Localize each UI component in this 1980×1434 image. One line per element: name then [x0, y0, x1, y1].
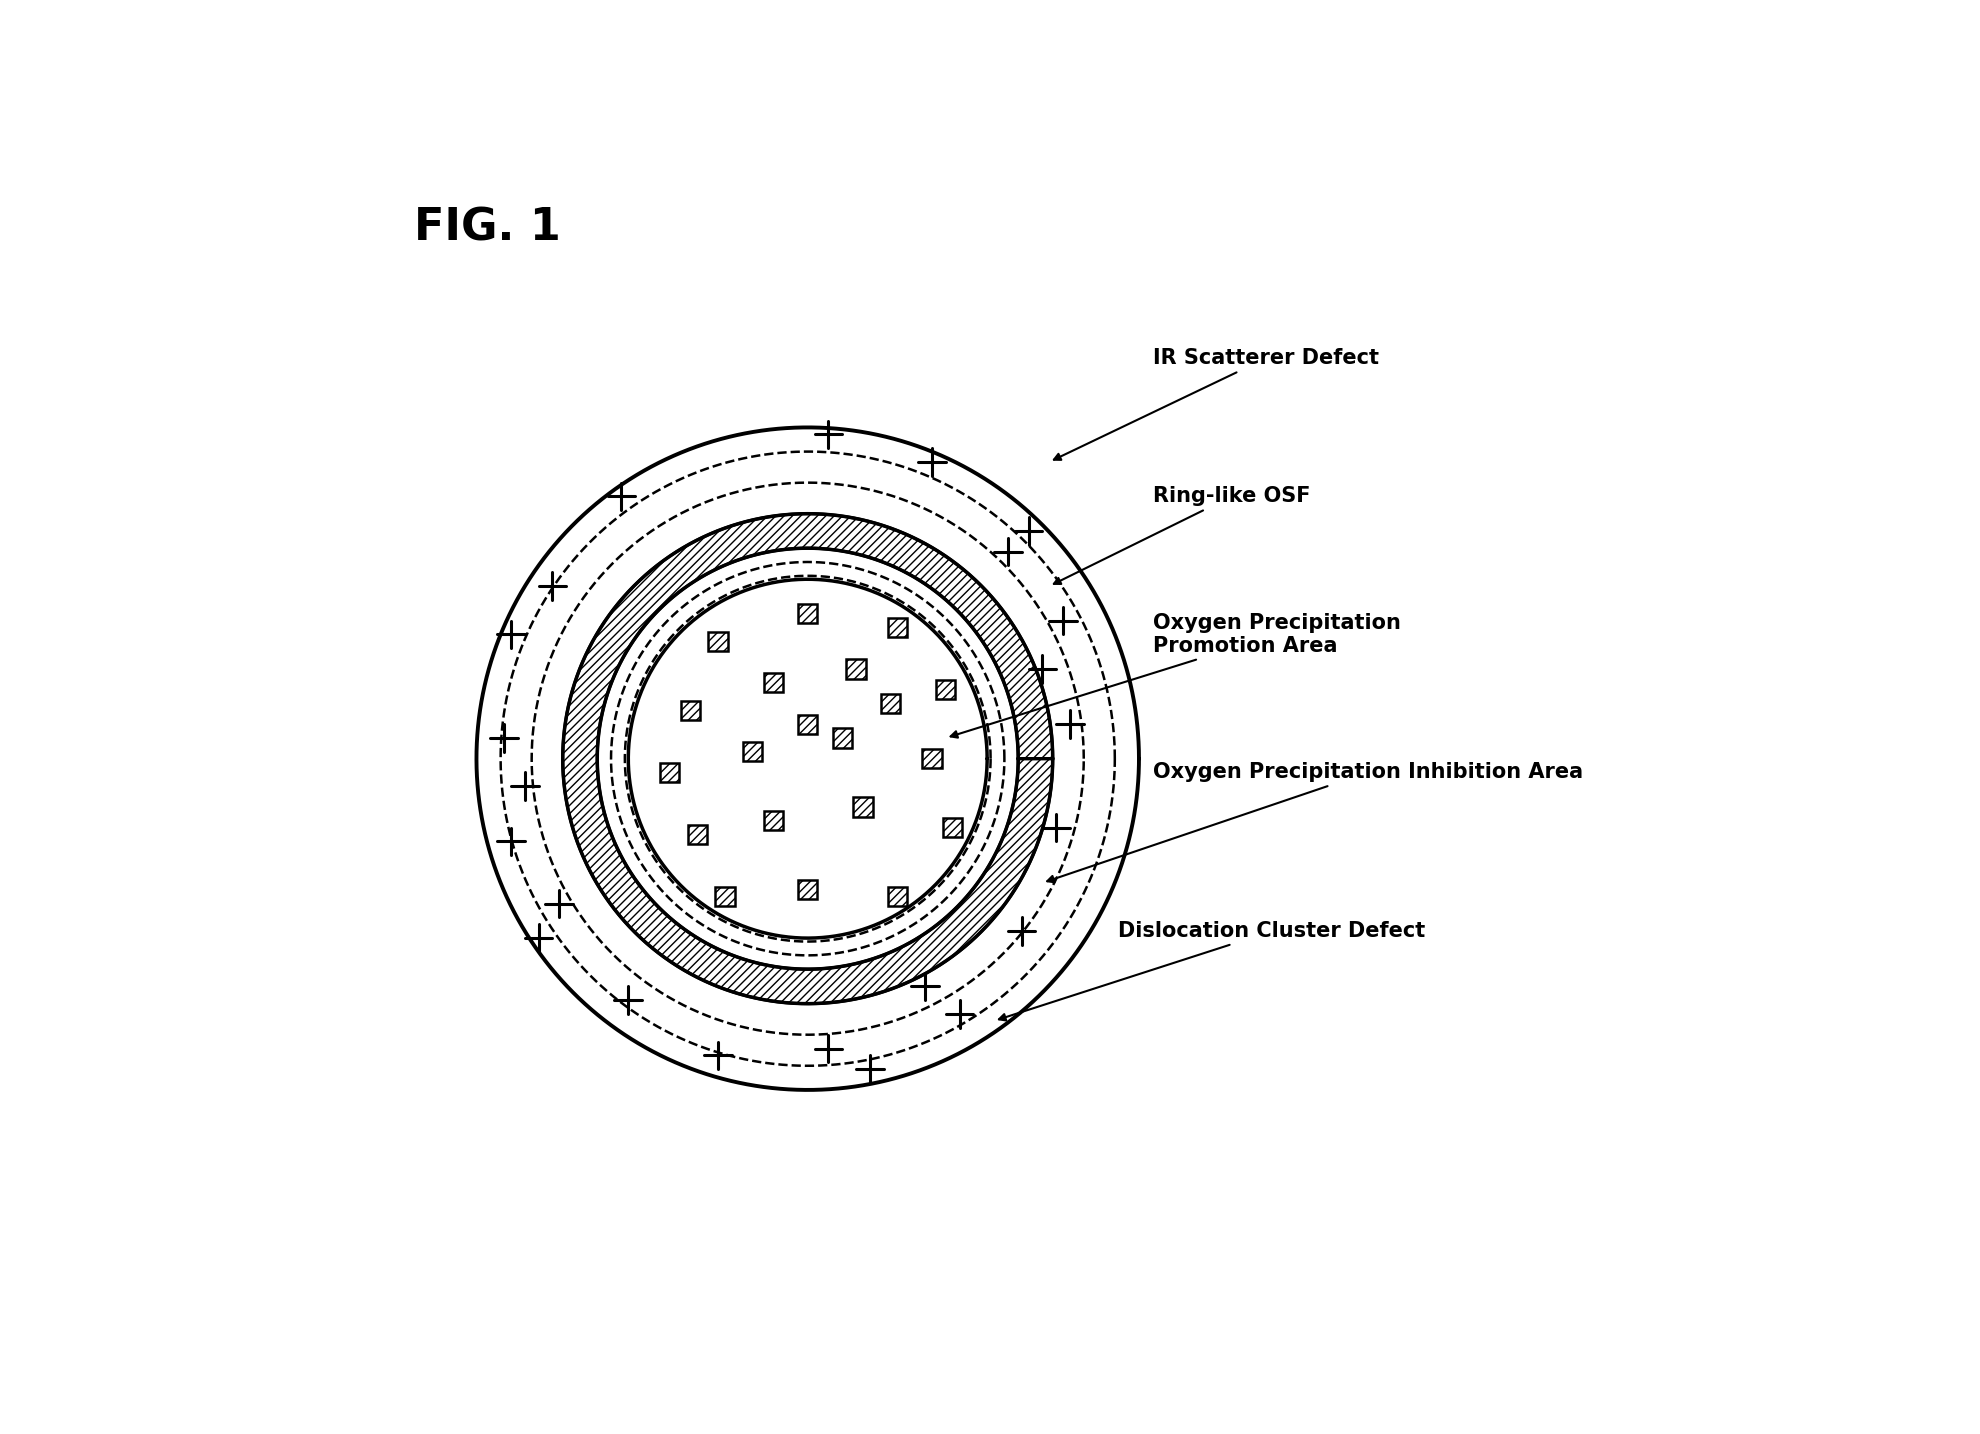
Text: IR Scatterer Defect: IR Scatterer Defect [1053, 348, 1378, 460]
Bar [881, 694, 901, 713]
Bar [715, 888, 735, 906]
Text: Ring-like OSF: Ring-like OSF [1053, 486, 1311, 584]
Polygon shape [562, 513, 1053, 1004]
Bar [832, 728, 851, 747]
Bar [832, 728, 851, 747]
Bar [845, 660, 865, 678]
Bar [923, 749, 942, 769]
Bar [937, 680, 956, 700]
Bar [853, 797, 873, 816]
Bar [687, 825, 707, 845]
Bar [798, 604, 818, 624]
Bar [937, 680, 956, 700]
Bar [942, 817, 962, 837]
Bar [742, 743, 762, 761]
Bar [764, 812, 782, 830]
Text: Dislocation Cluster Defect: Dislocation Cluster Defect [998, 921, 1426, 1021]
Bar [798, 714, 818, 734]
Bar [887, 618, 907, 637]
Bar [798, 880, 818, 899]
Bar [798, 880, 818, 899]
Bar [715, 888, 735, 906]
Bar [659, 763, 679, 782]
Bar [853, 797, 873, 816]
Bar [709, 632, 729, 651]
Bar [923, 749, 942, 769]
Circle shape [628, 579, 988, 938]
Bar [764, 812, 782, 830]
Bar [687, 825, 707, 845]
Bar [887, 618, 907, 637]
Text: Oxygen Precipitation Inhibition Area: Oxygen Precipitation Inhibition Area [1047, 763, 1582, 882]
Bar [798, 714, 818, 734]
Bar [887, 888, 907, 906]
Bar [742, 743, 762, 761]
Bar [764, 673, 782, 693]
Polygon shape [477, 427, 1138, 1090]
Text: FIG. 1: FIG. 1 [414, 206, 560, 250]
Bar [798, 604, 818, 624]
Bar [681, 701, 701, 720]
Bar [845, 660, 865, 678]
Bar [887, 888, 907, 906]
Bar [942, 817, 962, 837]
Bar [681, 701, 701, 720]
Bar [881, 694, 901, 713]
Bar [764, 673, 782, 693]
Bar [659, 763, 679, 782]
Text: Oxygen Precipitation
Promotion Area: Oxygen Precipitation Promotion Area [950, 612, 1400, 737]
Bar [709, 632, 729, 651]
